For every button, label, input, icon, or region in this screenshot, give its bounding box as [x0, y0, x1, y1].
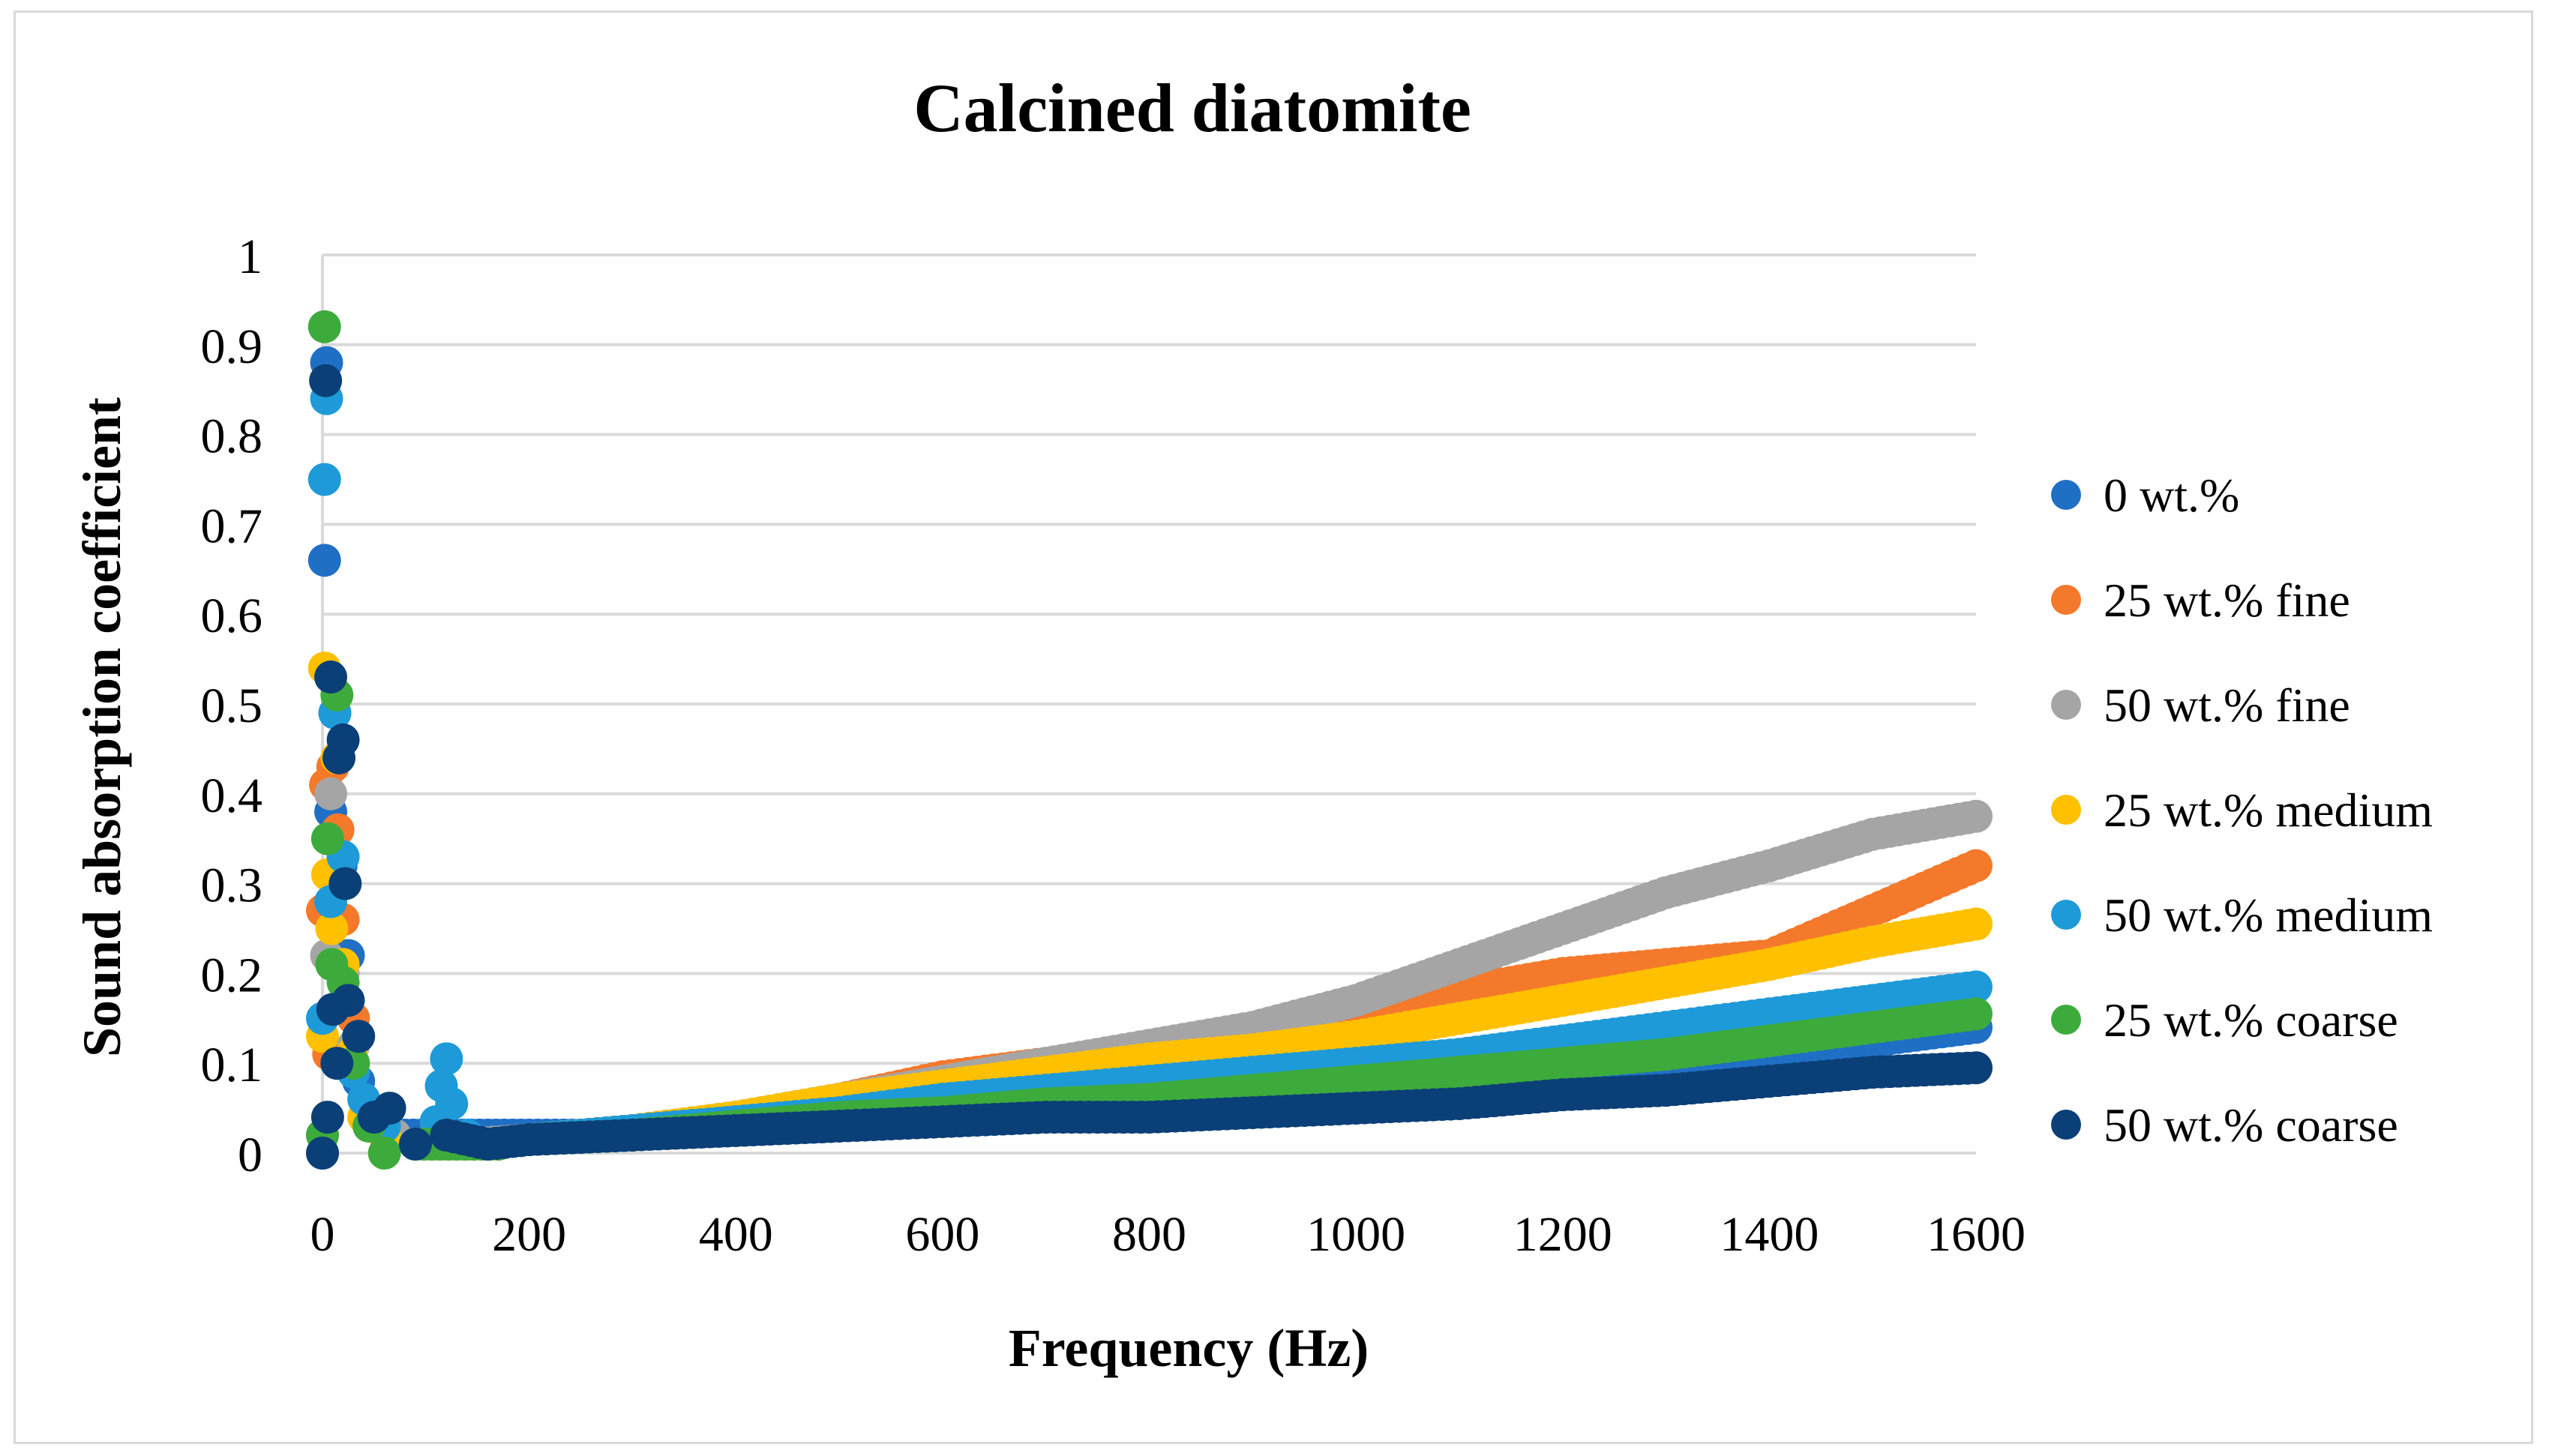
data-point	[342, 1020, 376, 1053]
y-tick-label: 0.4	[201, 768, 263, 823]
x-tick-label: 1200	[1513, 1207, 1612, 1262]
x-tick-label: 400	[699, 1207, 773, 1262]
legend-marker	[2051, 690, 2081, 720]
data-point	[314, 661, 348, 694]
data-point	[1960, 1051, 1993, 1085]
y-tick-label: 0.5	[201, 679, 263, 733]
x-tick-label: 800	[1112, 1207, 1186, 1262]
legend-marker	[2051, 1110, 2081, 1140]
legend-label: 25 wt.% coarse	[2104, 993, 2398, 1047]
data-point	[310, 1101, 344, 1134]
y-tick-label: 0.8	[201, 409, 263, 464]
data-point	[320, 1047, 354, 1080]
x-tick-label: 200	[492, 1207, 566, 1262]
legend-label: 50 wt.% fine	[2104, 679, 2350, 732]
legend-label: 25 wt.% medium	[2104, 783, 2433, 837]
legend-label: 50 wt.% medium	[2104, 888, 2433, 942]
legend-label: 50 wt.% coarse	[2104, 1098, 2398, 1152]
data-point	[435, 1087, 469, 1121]
legend-marker	[2051, 900, 2081, 930]
x-tick-label: 1600	[1927, 1207, 2026, 1262]
legend-label: 0 wt.%	[2104, 469, 2239, 522]
data-point	[367, 1137, 401, 1170]
x-tick-label: 1000	[1306, 1207, 1405, 1262]
data-point	[307, 463, 341, 496]
y-tick-label: 1	[238, 229, 262, 284]
legend-marker	[2051, 480, 2081, 510]
data-point	[314, 777, 348, 810]
series-6	[306, 364, 1993, 1170]
data-point	[373, 1092, 406, 1125]
data-point	[430, 1042, 463, 1076]
data-point	[310, 822, 344, 855]
legend-marker	[2051, 1005, 2081, 1035]
data-point	[326, 723, 360, 756]
y-tick-label: 0.1	[201, 1038, 263, 1092]
y-tick-label: 0	[238, 1128, 262, 1182]
y-tick-label: 0.6	[201, 589, 263, 643]
data-point	[307, 310, 341, 343]
x-axis-label: Frequency (Hz)	[1009, 1318, 1369, 1378]
y-tick-label: 0.2	[201, 948, 263, 1002]
data-point	[1960, 907, 1993, 941]
chart-title: Calcined diatomite	[913, 70, 1471, 146]
legend: 0 wt.% 25 wt.% fine 50 wt.% fine 25 wt.% me…	[2051, 469, 2433, 1152]
y-tick-label: 0.3	[201, 858, 263, 913]
data-points	[306, 310, 1993, 1170]
x-tick-label: 0	[310, 1207, 335, 1262]
data-point	[307, 544, 341, 577]
x-tick-labels: 0 200 400 600 800 1000 1200 1400 1600	[310, 1207, 2026, 1262]
legend-marker	[2051, 585, 2081, 615]
chart-frame	[13, 10, 2533, 1444]
x-tick-label: 600	[905, 1207, 979, 1262]
legend-label: 25 wt.% fine	[2104, 574, 2350, 627]
data-point	[1960, 997, 1993, 1031]
data-point	[1960, 849, 1993, 882]
data-point	[315, 912, 349, 945]
y-tick-labels: 0 0.1 0.2 0.3 0.4 0.5 0.6 0.7 0.8 0.9 1	[201, 229, 263, 1182]
data-point	[1960, 799, 1993, 833]
y-tick-label: 0.7	[201, 499, 263, 553]
data-point	[331, 984, 365, 1017]
y-tick-label: 0.9	[201, 319, 263, 374]
y-axis-label: Sound absorption coefficient	[72, 397, 132, 1057]
data-point	[306, 1137, 339, 1170]
x-tick-label: 1400	[1720, 1207, 1819, 1262]
legend-marker	[2051, 795, 2081, 825]
data-point	[309, 364, 343, 397]
data-point	[328, 867, 362, 900]
data-point	[399, 1128, 433, 1161]
data-point	[1960, 970, 1993, 1004]
